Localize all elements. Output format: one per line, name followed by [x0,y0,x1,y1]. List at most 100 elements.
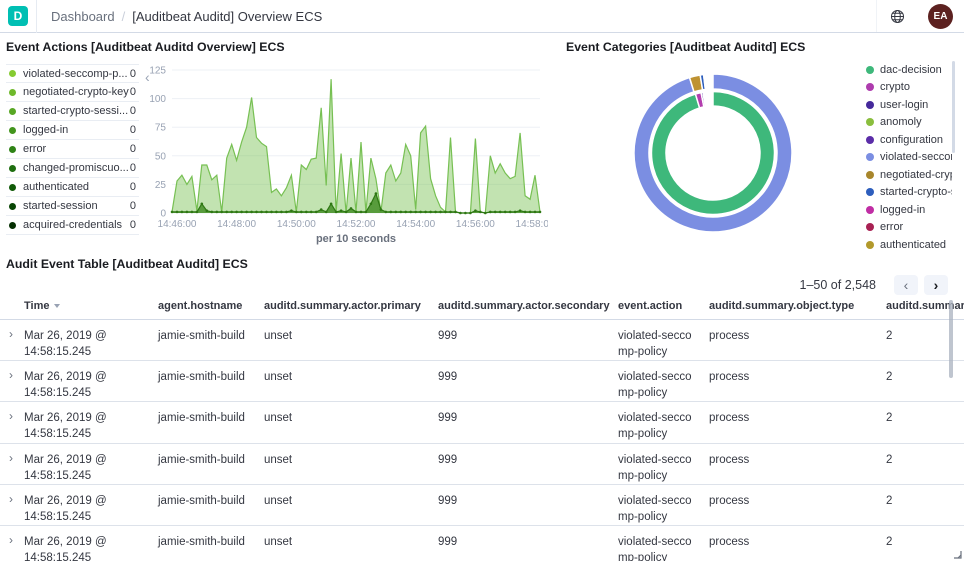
app-logo[interactable]: D [8,6,28,26]
cell-actor-primary: unset [264,330,293,342]
legend-item[interactable]: started-crypto-se... [866,184,952,202]
globe-icon[interactable] [876,0,918,32]
svg-text:14:50:00: 14:50:00 [277,219,316,230]
table-row: › Mar 26, 2019 @ 14:58:15.245 jamie-smith-… [0,320,964,362]
column-header-agent-hostname[interactable]: agent.hostname [158,300,243,312]
legend-item[interactable]: negotiated-crypto-key 0 [6,83,139,102]
legend-dot-icon [9,202,16,210]
table-body: › Mar 26, 2019 @ 14:58:15.245 jamie-smith-… [0,320,964,561]
legend-value: 0 [129,181,136,193]
event-categories-panel: Event Categories [Auditbeat Auditd] ECS … [560,33,964,251]
legend-item[interactable]: crypto [866,79,952,97]
svg-text:14:58:00: 14:58:00 [516,219,548,230]
row-expand-icon[interactable]: › [9,491,13,506]
legend-label: authenticated [880,238,947,251]
column-header-auditd-summary-actor-secondary[interactable]: auditd.summary.actor.secondary [438,300,610,312]
legend-item[interactable]: changed-promiscuo... 0 [6,159,139,178]
cell-agent-hostname: jamie-smith-build [158,412,245,425]
legend-item[interactable]: logged-in [866,201,952,219]
pagination-range-label: 1–50 of 2,548 [799,278,876,292]
legend-item[interactable]: user-login [866,96,952,114]
legend-scrollbar[interactable] [952,61,955,153]
column-header-Time[interactable]: Time [24,300,158,319]
column-header-auditd-summary[interactable]: auditd.summary [886,300,964,312]
cell-object-type: process [709,453,750,466]
legend-item[interactable]: error [866,219,952,237]
legend-item[interactable]: violated-seccomp-p... 0 [6,64,139,83]
resize-handle-icon[interactable] [953,550,962,559]
cell-actor-primary: unset [264,535,293,548]
legend-item[interactable]: acquired-credentials 0 [6,216,139,235]
column-header-auditd-summary-actor-primary[interactable]: auditd.summary.actor.primary [264,300,421,312]
pagination-next-button[interactable]: › [924,275,948,295]
table-row: › Mar 26, 2019 @ 14:58:15.245 jamie-smith-… [0,361,964,403]
cell-auditd-summary: 2 [886,371,893,384]
table-scrollbar[interactable] [949,300,953,378]
user-avatar[interactable]: EA [928,3,953,29]
event-actions-area-chart[interactable]: 0 25 50 75 100 125 14:46:00 14:48:00 14:50:00 14:… [148,61,548,247]
cell-time: Mar 26, 2019 @ 14:58:15.245 [24,494,107,523]
column-header-auditd-summary-object-type[interactable]: auditd.summary.object.type [709,300,855,312]
column-header-event-action[interactable]: event.action [618,300,683,312]
legend-value: 0 [129,219,136,231]
legend-label: started-crypto-se... [880,186,952,199]
cell-actor-secondary: 999 [438,412,458,425]
row-expand-icon[interactable]: › [9,409,13,424]
pagination: 1–50 of 2,548 ‹ › [800,274,948,296]
row-expand-icon[interactable]: › [9,368,13,383]
legend-label: error [23,143,47,155]
cell-agent-hostname: jamie-smith-build [158,371,245,384]
legend-dot-icon [9,107,16,115]
legend-item[interactable]: authenticated 0 [6,178,139,197]
legend-dot-icon [9,221,16,229]
breadcrumb-dashboard[interactable]: Dashboard [51,8,115,24]
legend-item[interactable]: negotiated-crypto... [866,166,952,184]
legend-label: anomoly [880,116,922,129]
top-nav: D Dashboard / [Auditbeat Auditd] Overvie… [0,0,964,33]
cell-object-type: process [709,535,750,548]
legend-item[interactable]: anomoly [866,114,952,132]
table-row: › Mar 26, 2019 @ 14:58:15.245 jamie-smith-… [0,402,964,444]
pagination-prev-button[interactable]: ‹ [894,275,918,295]
legend-value: 0 [129,67,136,80]
cell-event-action: violated-seccomp-policy [618,535,692,561]
legend-item[interactable]: started-crypto-sessi... 0 [6,102,139,121]
legend-dot-icon [866,205,874,214]
svg-text:125: 125 [149,66,166,77]
legend-label: crypto [880,81,910,94]
legend-item[interactable]: configuration [866,131,952,149]
audit-table-panel-title: Audit Event Table [Auditbeat Auditd] ECS [6,257,248,271]
svg-text:per 10 seconds: per 10 seconds [316,233,396,245]
legend-label: started-session [23,200,98,212]
legend-collapse-icon[interactable]: ‹ [145,69,150,85]
event-categories-panel-title: Event Categories [Auditbeat Auditd] ECS [566,40,806,54]
legend-dot-icon [866,135,874,144]
cell-actor-primary: unset [264,412,293,425]
svg-text:25: 25 [155,180,167,191]
legend-item[interactable]: dac-decision [866,61,952,79]
cell-time: Mar 26, 2019 @ 14:58:15.245 [24,412,107,441]
legend-dot-icon [9,126,16,134]
legend-label: logged-in [880,203,926,216]
event-categories-donut-chart[interactable] [617,57,809,249]
cell-event-action: violated-seccomp-policy [618,330,692,359]
svg-text:14:52:00: 14:52:00 [337,219,376,230]
legend-item[interactable]: error 0 [6,140,139,159]
row-expand-icon[interactable]: › [9,327,13,341]
cell-actor-secondary: 999 [438,453,458,466]
cell-auditd-summary: 2 [886,453,893,466]
legend-item[interactable]: started-session 0 [6,197,139,216]
legend-dot-icon [9,145,16,153]
row-expand-icon[interactable]: › [9,450,13,465]
cell-auditd-summary: 2 [886,535,893,548]
legend-item[interactable]: logged-in 0 [6,121,139,140]
legend-dot-icon [866,65,874,74]
sort-desc-icon [54,304,61,308]
legend-label: configuration [880,133,943,146]
nav-actions: EA [876,0,964,32]
row-expand-icon[interactable]: › [9,532,13,547]
cell-actor-secondary: 999 [438,371,458,384]
legend-dot-icon [9,183,16,191]
legend-item[interactable]: authenticated [866,236,952,254]
legend-item[interactable]: violated-seccomp... [866,149,952,167]
